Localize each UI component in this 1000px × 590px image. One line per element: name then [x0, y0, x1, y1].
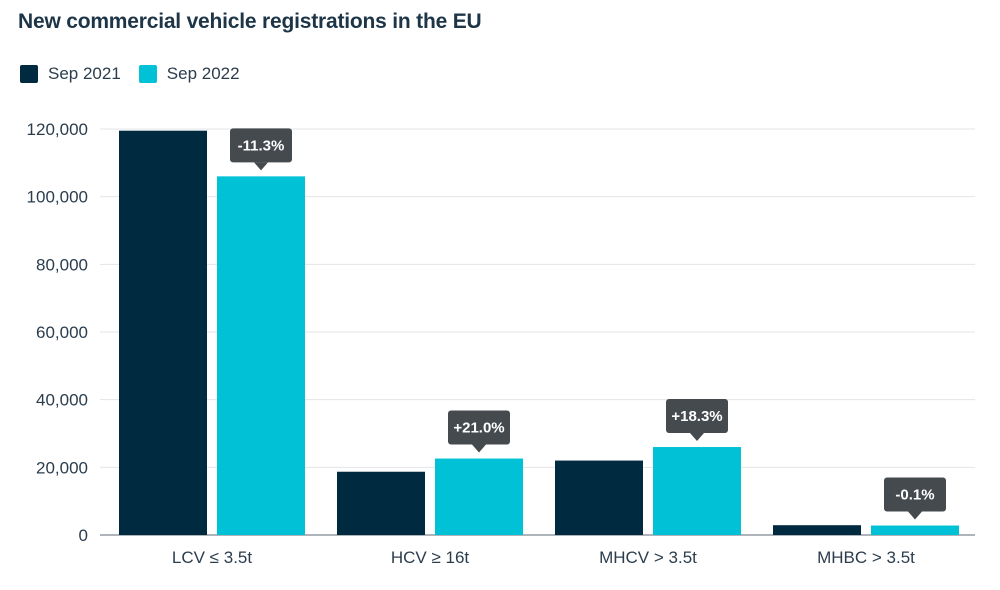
y-tick-label: 60,000 — [36, 323, 88, 342]
change-label: -0.1% — [895, 487, 934, 504]
x-tick-label: LCV ≤ 3.5t — [172, 548, 252, 567]
legend-label-sep-2022: Sep 2022 — [166, 64, 240, 83]
change-label: +18.3% — [671, 408, 722, 425]
change-callout: +21.0% — [448, 410, 510, 453]
change-label: -11.3% — [238, 137, 285, 154]
y-tick-label: 0 — [79, 526, 88, 545]
bar-sep-2022-1 — [435, 458, 523, 535]
bar-sep-2022-0 — [217, 176, 305, 535]
bar-sep-2021-1 — [337, 471, 425, 535]
legend-item-sep-2022: Sep 2022 — [138, 64, 240, 84]
y-tick-label: 40,000 — [36, 391, 88, 410]
x-tick-label: MHCV > 3.5t — [599, 548, 697, 567]
bar-sep-2022-3 — [871, 525, 959, 535]
y-tick-label: 20,000 — [36, 458, 88, 477]
change-callout-box — [884, 477, 946, 512]
change-callout-pointer — [472, 444, 486, 453]
y-tick-label: 80,000 — [36, 255, 88, 274]
legend-label-sep-2021: Sep 2021 — [48, 64, 121, 83]
y-tick-label: 120,000 — [27, 120, 88, 139]
change-callout-box — [666, 399, 728, 434]
change-callout: +18.3% — [666, 399, 728, 442]
x-tick-label: MHBC > 3.5t — [817, 548, 915, 567]
change-callout-pointer — [254, 162, 268, 171]
change-callout-box — [448, 410, 510, 445]
change-callout-pointer — [908, 511, 922, 520]
change-callout: -0.1% — [884, 477, 946, 520]
bar-sep-2021-0 — [119, 130, 207, 536]
y-tick-label: 100,000 — [27, 188, 88, 207]
bar-sep-2022-2 — [653, 447, 741, 535]
legend-swatch-sep-2022 — [138, 65, 157, 83]
change-callout-pointer — [690, 433, 704, 442]
legend-swatch-sep-2021 — [20, 65, 38, 83]
change-label: +21.0% — [453, 420, 504, 437]
legend: Sep 2021 Sep 2022 — [20, 64, 258, 84]
change-callout: -11.3% — [230, 128, 292, 171]
bar-sep-2021-3 — [773, 525, 861, 535]
chart-title: New commercial vehicle registrations in … — [18, 10, 482, 33]
x-tick-label: HCV ≥ 16t — [391, 548, 470, 567]
change-callout-box — [230, 128, 292, 163]
bar-sep-2021-2 — [555, 460, 643, 535]
legend-item-sep-2021: Sep 2021 — [20, 64, 121, 84]
